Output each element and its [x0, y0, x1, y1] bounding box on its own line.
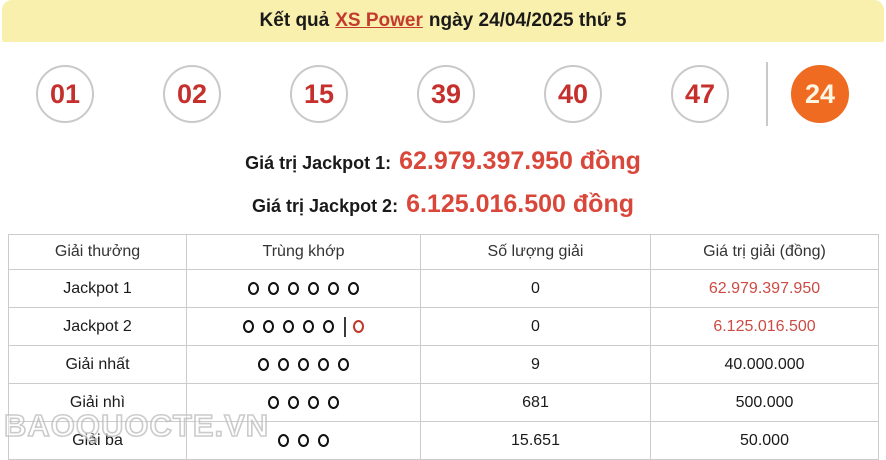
match-circle-icon [278, 433, 289, 447]
jackpot-2-label: Giá trị Jackpot 2: [252, 196, 399, 216]
match-circle-icon [338, 357, 349, 371]
jackpot-1-line: Giá trị Jackpot 1: 62.979.397.950 đồng [0, 147, 886, 176]
table-row: Giải ba 15.651 50.000 [8, 421, 879, 460]
xs-power-link[interactable]: XS Power [335, 10, 423, 31]
lottery-ball: 01 [36, 65, 94, 123]
match-circle-icon [298, 357, 309, 371]
header-value: Giá trị giải (đồng) [650, 234, 879, 270]
prize-value: 6.125.016.500 [650, 307, 879, 346]
prize-name: Jackpot 1 [8, 269, 187, 308]
header-match: Trùng khớp [186, 234, 421, 270]
winning-numbers-row: 01 02 15 39 40 47 24 [0, 62, 886, 126]
power-ball: 24 [791, 65, 849, 123]
prize-value: 62.979.397.950 [650, 269, 879, 308]
match-circle-icon [288, 281, 299, 295]
match-circle-icon [263, 320, 274, 333]
header-count: Số lượng giải [420, 234, 651, 270]
jackpot-1-label: Giá trị Jackpot 1: [245, 153, 392, 173]
prize-name: Giải nhì [8, 383, 187, 422]
match-circle-icon [288, 395, 299, 409]
prize-count: 681 [420, 383, 651, 422]
table-row: Giải nhất 9 40.000.000 [8, 345, 879, 384]
table-row: Giải nhì 681 500.000 [8, 383, 879, 422]
match-circle-icon [278, 357, 289, 371]
jackpot-2-line: Giá trị Jackpot 2: 6.125.016.500 đồng [0, 190, 886, 219]
match-circle-icon [268, 281, 279, 295]
table-row: Jackpot 2 0 6.125.016.500 [8, 307, 879, 346]
page-title-banner: Kết quả XS Power ngày 24/04/2025 thứ 5 [2, 0, 884, 42]
match-pattern [186, 307, 421, 346]
match-circle-icon [328, 395, 339, 409]
prize-name: Jackpot 2 [8, 307, 187, 346]
main-balls: 01 02 15 39 40 47 [36, 65, 729, 123]
jackpot-1-value: 62.979.397.950 đồng [399, 147, 641, 175]
prize-table: Giải thưởng Trùng khớp Số lượng giải Giá… [8, 234, 879, 460]
prize-value: 50.000 [650, 421, 879, 460]
match-circle-icon [283, 320, 294, 333]
match-pattern [186, 421, 421, 460]
match-separator [343, 316, 346, 337]
lottery-ball: 02 [163, 65, 221, 123]
match-pattern [186, 269, 421, 308]
power-match-circle-icon [353, 320, 364, 333]
match-circle-icon [268, 395, 279, 409]
jackpot-2-value: 6.125.016.500 đồng [406, 190, 634, 218]
title-prefix: Kết quả [259, 10, 330, 31]
prize-count: 0 [420, 307, 651, 346]
match-circle-icon [298, 433, 309, 447]
prize-count: 15.651 [420, 421, 651, 460]
prize-count: 0 [420, 269, 651, 308]
match-pattern [186, 383, 421, 422]
match-circle-icon [248, 281, 259, 295]
match-circle-icon [308, 395, 319, 409]
lottery-ball: 40 [544, 65, 602, 123]
table-row: Jackpot 1 0 62.979.397.950 [8, 269, 879, 308]
balls-divider [766, 62, 768, 126]
prize-value: 40.000.000 [650, 345, 879, 384]
prize-table-header-row: Giải thưởng Trùng khớp Số lượng giải Giá… [8, 234, 879, 270]
title-suffix: ngày 24/04/2025 thứ 5 [428, 10, 627, 31]
header-prize: Giải thưởng [8, 234, 187, 270]
prize-value: 500.000 [650, 383, 879, 422]
match-pattern [186, 345, 421, 384]
prize-name: Giải ba [8, 421, 187, 460]
match-circle-icon [303, 320, 314, 333]
match-circle-icon [243, 320, 254, 333]
prize-count: 9 [420, 345, 651, 384]
lottery-ball: 39 [417, 65, 475, 123]
match-circle-icon [323, 320, 334, 333]
match-circle-icon [318, 357, 329, 371]
lottery-ball: 15 [290, 65, 348, 123]
lottery-ball: 47 [671, 65, 729, 123]
match-circle-icon [348, 281, 359, 295]
prize-name: Giải nhất [8, 345, 187, 384]
match-circle-icon [258, 357, 269, 371]
match-circle-icon [318, 433, 329, 447]
prize-table-body: Jackpot 1 0 62.979.397.950 Jackpot 2 0 6.125.… [8, 269, 879, 460]
match-circle-icon [308, 281, 319, 295]
match-circle-icon [328, 281, 339, 295]
